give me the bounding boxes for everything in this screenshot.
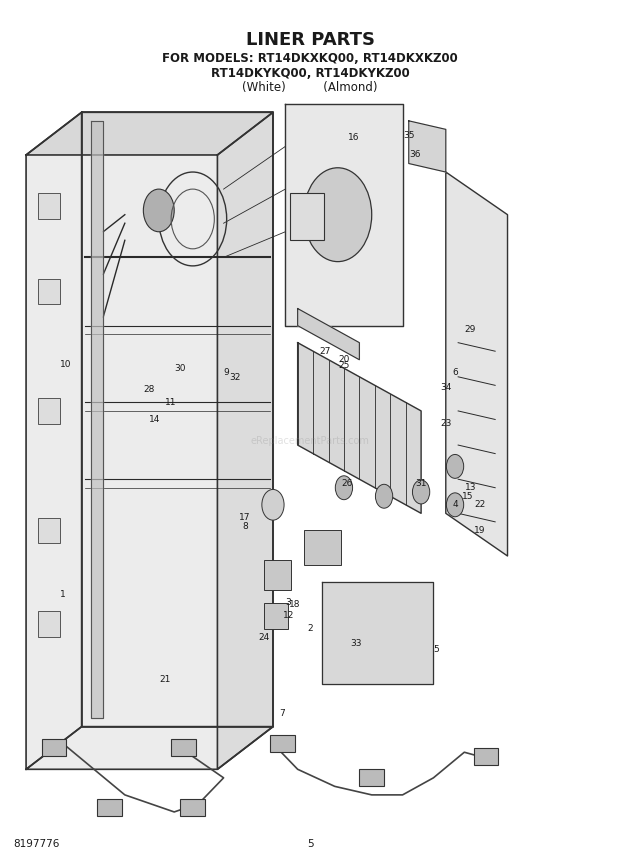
Polygon shape <box>26 112 82 770</box>
Bar <box>360 770 384 787</box>
Text: 24: 24 <box>258 633 269 641</box>
Bar <box>270 735 294 752</box>
Polygon shape <box>26 112 273 155</box>
Text: 3: 3 <box>286 598 291 608</box>
Text: 12: 12 <box>283 611 294 621</box>
Bar <box>290 193 324 241</box>
Text: 13: 13 <box>465 484 476 492</box>
Text: 27: 27 <box>320 347 331 356</box>
Bar <box>38 611 60 637</box>
Text: 21: 21 <box>159 675 170 684</box>
Circle shape <box>446 455 464 479</box>
Polygon shape <box>26 155 218 770</box>
Polygon shape <box>218 112 273 770</box>
Text: 4: 4 <box>452 500 458 509</box>
Text: 17: 17 <box>239 513 251 522</box>
Text: 35: 35 <box>403 131 415 140</box>
Text: 18: 18 <box>289 600 300 609</box>
Circle shape <box>143 189 174 232</box>
Polygon shape <box>285 104 402 325</box>
Text: 34: 34 <box>440 383 451 391</box>
Text: 2: 2 <box>307 624 313 633</box>
Text: 8197776: 8197776 <box>14 840 60 849</box>
Text: 19: 19 <box>474 526 485 535</box>
Text: 25: 25 <box>339 361 350 370</box>
Polygon shape <box>298 308 360 360</box>
Bar <box>264 560 291 590</box>
Bar <box>264 603 288 628</box>
Bar <box>38 398 60 424</box>
Text: 32: 32 <box>229 373 241 382</box>
Text: 5: 5 <box>307 840 313 849</box>
Text: 5: 5 <box>433 645 440 654</box>
Text: 9: 9 <box>224 368 229 377</box>
Text: 31: 31 <box>415 479 427 488</box>
Bar <box>38 279 60 304</box>
Text: 29: 29 <box>465 325 476 335</box>
Bar <box>42 740 66 757</box>
Polygon shape <box>322 581 433 684</box>
Bar <box>180 800 205 817</box>
Text: (White)          (Almond): (White) (Almond) <box>242 81 378 94</box>
Bar <box>38 518 60 544</box>
Text: 14: 14 <box>149 415 160 424</box>
Bar <box>304 531 341 564</box>
Text: FOR MODELS: RT14DKXKQ00, RT14DKXKZ00: FOR MODELS: RT14DKXKQ00, RT14DKXKZ00 <box>162 52 458 65</box>
Bar <box>38 193 60 219</box>
Circle shape <box>335 476 353 500</box>
Polygon shape <box>26 727 273 770</box>
Text: 7: 7 <box>280 710 285 718</box>
Text: eReplacementParts.com: eReplacementParts.com <box>250 436 370 446</box>
Circle shape <box>262 490 284 520</box>
Text: 33: 33 <box>350 639 362 648</box>
Text: 23: 23 <box>440 419 451 428</box>
Bar <box>171 740 196 757</box>
Text: 30: 30 <box>175 364 186 372</box>
Text: 8: 8 <box>242 521 248 531</box>
Bar <box>97 800 122 817</box>
Polygon shape <box>446 172 508 556</box>
Polygon shape <box>91 121 104 718</box>
Text: 16: 16 <box>347 134 359 142</box>
Text: 26: 26 <box>342 479 353 488</box>
Text: 11: 11 <box>166 398 177 407</box>
Text: 1: 1 <box>60 590 66 599</box>
Text: 10: 10 <box>60 360 72 369</box>
Circle shape <box>376 484 392 508</box>
Circle shape <box>304 168 372 262</box>
Polygon shape <box>409 121 446 172</box>
Circle shape <box>412 480 430 504</box>
Text: 22: 22 <box>474 500 485 509</box>
Text: 36: 36 <box>409 151 421 159</box>
Text: LINER PARTS: LINER PARTS <box>246 31 374 49</box>
Text: RT14DKYKQ00, RT14DKYKZ00: RT14DKYKQ00, RT14DKYKZ00 <box>211 67 409 80</box>
Polygon shape <box>82 112 273 727</box>
Text: 6: 6 <box>452 368 458 377</box>
Text: 20: 20 <box>339 355 350 365</box>
Text: 28: 28 <box>144 385 155 394</box>
Circle shape <box>446 493 464 517</box>
Polygon shape <box>298 342 421 514</box>
Text: 15: 15 <box>462 491 473 501</box>
Bar <box>474 748 498 765</box>
